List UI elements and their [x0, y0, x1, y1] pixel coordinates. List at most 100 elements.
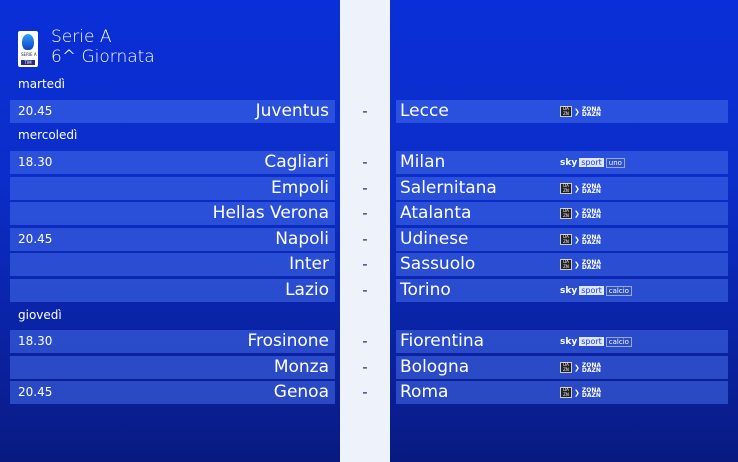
dazn-text: DAZN	[581, 212, 601, 220]
dazn-icon: DA ZN	[560, 362, 572, 373]
dazn-icon: DA ZN	[560, 106, 572, 117]
home-cell: 20.45 Genoa	[10, 381, 335, 404]
dazn-text: DAZN	[581, 187, 601, 195]
zona-dazn-label: ZONA DAZN	[581, 259, 601, 271]
away-team: Torino	[400, 280, 451, 300]
dazn-text: DAZN	[581, 110, 601, 118]
chevron-icon: ❯	[574, 388, 580, 397]
dazn-text: DAZN	[581, 263, 601, 271]
dazn-icon: DA ZN	[560, 387, 572, 398]
dazn-zona-logo: DA ZN ❯ ZONA DAZN	[560, 106, 601, 117]
separator: -	[362, 358, 368, 376]
home-cell: Lazio	[10, 279, 335, 302]
match-row: Inter - Sassuolo DA ZN ❯ ZONA DAZN	[0, 253, 738, 276]
header-title: Serie A 6^ Giornata	[51, 27, 155, 67]
sky-sport-logo: sky sport calcio	[560, 285, 632, 296]
kickoff-time: 20.45	[18, 232, 53, 246]
chevron-icon: ❯	[574, 184, 580, 193]
away-team: Bologna	[400, 357, 470, 377]
separator: -	[362, 153, 368, 171]
home-team: Genoa	[273, 382, 329, 402]
away-team: Milan	[400, 152, 446, 172]
match-row: 18.30 Cagliari - Milan sky sport uno	[0, 151, 738, 174]
sky-sport-logo: sky sport calcio	[560, 336, 632, 347]
home-team: Cagliari	[264, 152, 329, 172]
separator: -	[362, 204, 368, 222]
home-cell: 20.45 Juventus	[10, 100, 335, 123]
away-team: Roma	[400, 382, 449, 402]
home-cell: Inter	[10, 253, 335, 276]
dazn-zona-logo: DA ZN ❯ ZONA DAZN	[560, 362, 601, 373]
dazn-icon: DA ZN	[560, 259, 572, 270]
home-team: Lazio	[285, 280, 329, 300]
home-cell: 20.45 Napoli	[10, 228, 335, 251]
separator: -	[362, 255, 368, 273]
dazn-icon: DA ZN	[560, 183, 572, 194]
home-team: Frosinone	[247, 331, 329, 351]
zona-text: ZONA	[581, 182, 601, 190]
chevron-icon: ❯	[574, 260, 580, 269]
separator: -	[362, 383, 368, 401]
away-cell: Salernitana DA ZN ❯ ZONA DAZN	[396, 177, 728, 200]
chevron-icon: ❯	[574, 107, 580, 116]
home-cell: 18.30 Frosinone	[10, 330, 335, 353]
zona-text: ZONA	[581, 207, 601, 215]
kickoff-time: 20.45	[18, 385, 53, 399]
sky-sport-logo: sky sport uno	[560, 157, 625, 168]
match-row: Empoli - Salernitana DA ZN ❯ ZONA DAZN	[0, 177, 738, 200]
zona-text: ZONA	[581, 361, 601, 369]
away-cell: Sassuolo DA ZN ❯ ZONA DAZN	[396, 253, 728, 276]
away-team: Lecce	[400, 101, 449, 121]
home-team: Napoli	[275, 229, 329, 249]
separator: -	[362, 102, 368, 120]
match-row: 20.45 Juventus - Lecce DA ZN ❯ ZONA DAZN	[0, 100, 738, 123]
away-team: Fiorentina	[400, 331, 485, 351]
dazn-text: DAZN	[581, 366, 601, 374]
match-row: 20.45 Napoli - Udinese DA ZN ❯ ZONA DAZN	[0, 228, 738, 251]
home-team: Juventus	[255, 101, 329, 121]
day-label: mercoledì	[18, 128, 78, 142]
away-cell: Atalanta DA ZN ❯ ZONA DAZN	[396, 202, 728, 225]
home-cell: Empoli	[10, 177, 335, 200]
away-team: Udinese	[400, 229, 469, 249]
league-name: Serie A	[51, 27, 112, 47]
separator: -	[362, 281, 368, 299]
kickoff-time: 18.30	[18, 334, 53, 348]
home-team: Empoli	[271, 178, 329, 198]
sport-text: sport	[579, 337, 604, 346]
away-team: Sassuolo	[400, 254, 476, 274]
away-cell: Lecce DA ZN ❯ ZONA DAZN	[396, 100, 728, 123]
sky-text: sky	[560, 336, 578, 347]
sport-text: sport	[579, 158, 604, 167]
center-column	[340, 0, 390, 462]
sky-text: sky	[560, 285, 578, 296]
away-cell: Bologna DA ZN ❯ ZONA DAZN	[396, 356, 728, 379]
home-team: Hellas Verona	[212, 203, 329, 223]
zona-dazn-label: ZONA DAZN	[582, 234, 601, 245]
dazn-zona-logo: DA ZN ❯ ZONA DAZN	[560, 387, 601, 398]
chevron-icon: ❯	[574, 209, 580, 218]
away-cell: Udinese DA ZN ❯ ZONA DAZN	[396, 228, 728, 251]
away-team: Salernitana	[400, 178, 497, 198]
day-label: giovedì	[18, 308, 62, 322]
chevron-icon: ❯	[574, 363, 580, 372]
channel-name: calcio	[605, 285, 632, 296]
away-cell: Torino sky sport calcio	[396, 279, 728, 302]
dazn-zona-logo: DA ZN ❯ ZONA DAZN	[560, 234, 601, 245]
serie-a-logo: SERIE A TIM	[18, 31, 38, 67]
home-cell: Hellas Verona	[10, 202, 335, 225]
match-row: Monza - Bologna DA ZN ❯ ZONA DAZN	[0, 356, 738, 379]
channel-name: calcio	[605, 336, 632, 347]
kickoff-time: 20.45	[18, 104, 53, 118]
home-team: Monza	[273, 357, 329, 377]
away-cell: Fiorentina sky sport calcio	[396, 330, 728, 353]
zona-dazn-label: ZONA DAZN	[582, 387, 601, 398]
zona-dazn-label: ZONA DAZN	[581, 182, 601, 195]
away-cell: Roma DA ZN ❯ ZONA DAZN	[396, 381, 728, 404]
kickoff-time: 18.30	[18, 155, 53, 169]
match-row: Hellas Verona - Atalanta DA ZN ❯ ZONA DAZN	[0, 202, 738, 225]
dazn-zona-logo: DA ZN ❯ ZONA DAZN	[560, 259, 601, 270]
zona-dazn-label: ZONA DAZN	[581, 207, 601, 220]
channel-name: uno	[605, 157, 625, 168]
separator: -	[362, 230, 368, 248]
